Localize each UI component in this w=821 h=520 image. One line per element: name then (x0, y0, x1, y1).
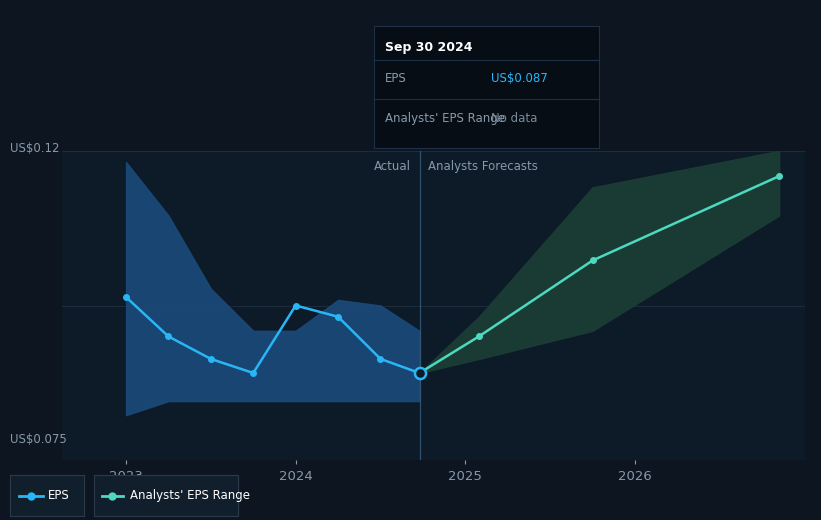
Text: No data: No data (491, 111, 537, 124)
Text: Analysts' EPS Range: Analysts' EPS Range (131, 489, 250, 502)
Text: Analysts Forecasts: Analysts Forecasts (428, 160, 538, 173)
Text: Analysts' EPS Range: Analysts' EPS Range (385, 111, 505, 124)
Text: Actual: Actual (374, 160, 411, 173)
Text: EPS: EPS (48, 489, 70, 502)
Text: US$0.12: US$0.12 (10, 141, 59, 155)
Text: Sep 30 2024: Sep 30 2024 (385, 41, 472, 54)
Text: US$0.087: US$0.087 (491, 72, 548, 85)
Text: EPS: EPS (385, 72, 406, 85)
Text: US$0.075: US$0.075 (10, 433, 67, 446)
